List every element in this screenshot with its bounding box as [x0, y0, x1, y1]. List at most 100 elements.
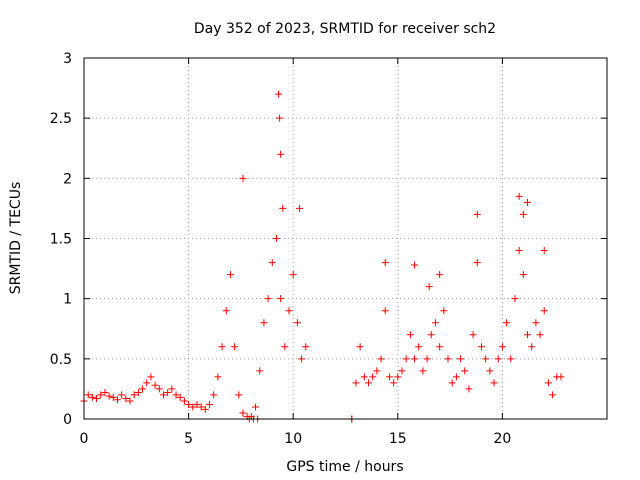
data-point [289, 271, 297, 279]
data-point [88, 393, 96, 401]
data-point [406, 331, 414, 339]
data-point [130, 391, 138, 399]
data-point [515, 192, 523, 200]
data-point [498, 343, 506, 351]
y-tick-label: 0 [63, 412, 72, 428]
x-tick-label: 15 [389, 431, 407, 447]
data-point [279, 204, 287, 212]
data-point [515, 247, 523, 255]
data-point [168, 385, 176, 393]
data-point [394, 373, 402, 381]
data-point [143, 379, 151, 387]
data-point [147, 373, 155, 381]
data-point [206, 401, 214, 409]
data-point [419, 367, 427, 375]
data-point [427, 331, 435, 339]
data-point [139, 385, 147, 393]
data-point [540, 247, 548, 255]
data-point [295, 204, 303, 212]
data-point [398, 367, 406, 375]
data-point [436, 343, 444, 351]
data-point [276, 114, 284, 122]
data-point [360, 373, 368, 381]
data-point [381, 307, 389, 315]
data-point [268, 259, 276, 267]
data-point [473, 210, 481, 218]
data-point [402, 355, 410, 363]
data-point [373, 367, 381, 375]
data-point [425, 283, 433, 291]
axis-ticks: 0 0.5 1 1.5 2 2.5 3 0 5 10 15 20 [50, 51, 607, 447]
data-point [457, 355, 465, 363]
data-point [519, 271, 527, 279]
data-point [277, 150, 285, 158]
data-point [180, 397, 188, 405]
data-point [507, 355, 515, 363]
data-point [385, 373, 393, 381]
y-tick-label: 0.5 [50, 352, 72, 368]
data-point [218, 343, 226, 351]
data-point [411, 355, 419, 363]
data-point [226, 271, 234, 279]
data-point [201, 405, 209, 413]
data-point [369, 373, 377, 381]
data-point [231, 343, 239, 351]
data-point [126, 397, 134, 405]
data-point [176, 393, 184, 401]
data-points [80, 90, 565, 423]
data-point [356, 343, 364, 351]
y-tick-label: 3 [63, 51, 72, 67]
data-point [298, 355, 306, 363]
data-point [528, 343, 536, 351]
data-point [469, 331, 477, 339]
data-point [549, 391, 557, 399]
data-point [461, 367, 469, 375]
data-point [239, 174, 247, 182]
data-point [452, 373, 460, 381]
y-axis-label: SRMTID / TECUs [8, 182, 24, 295]
data-point [189, 403, 197, 411]
y-tick-label: 2.5 [50, 111, 72, 127]
x-tick-label: 5 [184, 431, 193, 447]
data-point [540, 307, 548, 315]
data-point [277, 295, 285, 303]
grid-lines [84, 58, 607, 419]
data-point [164, 389, 172, 397]
data-point [415, 343, 423, 351]
data-point [214, 373, 222, 381]
data-point [448, 379, 456, 387]
data-point [222, 307, 230, 315]
data-point [210, 391, 218, 399]
data-point [118, 391, 126, 399]
data-point [302, 343, 310, 351]
data-point [101, 389, 109, 397]
data-point [281, 343, 289, 351]
x-tick-label: 20 [493, 431, 511, 447]
y-tick-label: 1 [63, 292, 72, 308]
data-point [84, 391, 92, 399]
data-point [490, 379, 498, 387]
data-point [172, 391, 180, 399]
x-tick-label: 10 [284, 431, 302, 447]
data-point [381, 259, 389, 267]
data-point [235, 391, 243, 399]
data-point [159, 391, 167, 399]
data-point [252, 403, 260, 411]
data-point [134, 389, 142, 397]
data-point [503, 319, 511, 327]
data-point [352, 379, 360, 387]
y-tick-label: 1.5 [50, 232, 72, 248]
y-tick-label: 2 [63, 171, 72, 187]
data-point [285, 307, 293, 315]
data-point [193, 401, 201, 409]
data-point [524, 198, 532, 206]
data-point [423, 355, 431, 363]
data-point [436, 271, 444, 279]
x-tick-label: 0 [80, 431, 89, 447]
data-point [444, 355, 452, 363]
x-axis-label: GPS time / hours [286, 459, 403, 475]
data-point [519, 210, 527, 218]
data-point [275, 90, 283, 98]
data-point [536, 331, 544, 339]
